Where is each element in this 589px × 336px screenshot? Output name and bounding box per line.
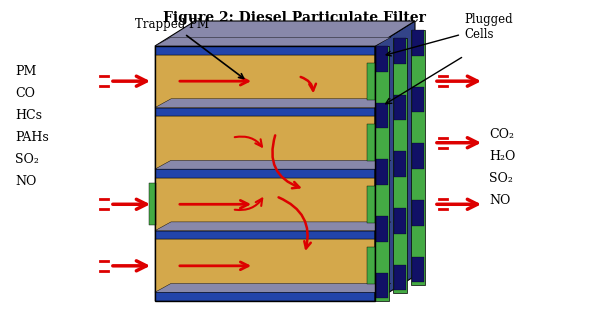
- Bar: [376, 103, 388, 128]
- Text: Figure 2: Diesel Particulate Filter: Figure 2: Diesel Particulate Filter: [163, 11, 425, 25]
- Bar: [155, 230, 375, 240]
- Bar: [376, 216, 388, 242]
- Bar: [394, 38, 406, 64]
- Bar: [376, 46, 388, 72]
- Text: H₂O: H₂O: [489, 150, 515, 163]
- Bar: [367, 186, 375, 223]
- Polygon shape: [155, 21, 415, 46]
- Text: NO: NO: [15, 175, 37, 188]
- Text: HCs: HCs: [15, 109, 42, 122]
- Text: CO₂: CO₂: [489, 128, 514, 141]
- Bar: [155, 169, 375, 178]
- Bar: [394, 208, 406, 234]
- Polygon shape: [155, 222, 391, 230]
- Bar: [376, 159, 388, 185]
- Bar: [393, 38, 407, 293]
- Bar: [155, 292, 375, 301]
- Bar: [394, 265, 406, 290]
- Polygon shape: [155, 99, 391, 108]
- Bar: [155, 178, 375, 230]
- Bar: [155, 116, 375, 169]
- Bar: [367, 124, 375, 161]
- Bar: [411, 30, 425, 285]
- Text: NO: NO: [489, 194, 511, 207]
- Text: PAHs: PAHs: [15, 131, 49, 144]
- Bar: [412, 257, 424, 282]
- Bar: [155, 46, 375, 301]
- Bar: [155, 55, 375, 108]
- Bar: [412, 30, 424, 55]
- Bar: [155, 108, 375, 116]
- Text: SO₂: SO₂: [15, 153, 39, 166]
- Bar: [376, 273, 388, 298]
- Bar: [394, 151, 406, 177]
- Bar: [367, 247, 375, 284]
- Bar: [412, 87, 424, 112]
- Polygon shape: [155, 284, 391, 292]
- Polygon shape: [155, 37, 391, 46]
- Bar: [367, 63, 375, 100]
- Bar: [149, 183, 156, 225]
- Text: Plugged
Cells: Plugged Cells: [386, 13, 512, 56]
- Text: Trapped PM: Trapped PM: [135, 18, 244, 78]
- Bar: [155, 46, 375, 55]
- Polygon shape: [375, 21, 415, 301]
- Polygon shape: [155, 160, 391, 169]
- Text: PM: PM: [15, 65, 37, 78]
- Text: CO: CO: [15, 87, 35, 100]
- Bar: [412, 143, 424, 169]
- Bar: [375, 46, 389, 301]
- Bar: [394, 95, 406, 120]
- Text: SO₂: SO₂: [489, 172, 513, 185]
- Bar: [155, 240, 375, 292]
- Bar: [412, 200, 424, 225]
